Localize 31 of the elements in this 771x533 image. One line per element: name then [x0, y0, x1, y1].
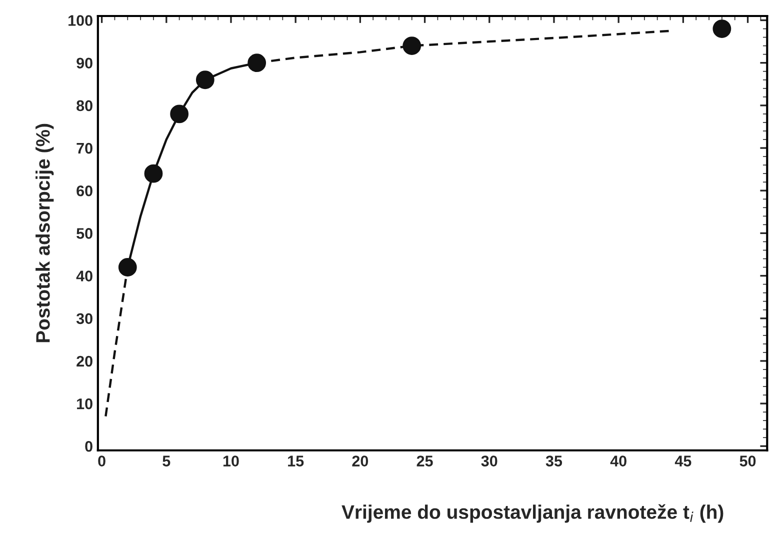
x-axis-title: Vrijeme do uspostavljanja ravnoteže t$_{i}$ (h): [342, 504, 724, 523]
point: [248, 54, 266, 72]
y-tick-label: 40: [76, 270, 92, 282]
x-tick-label: 40: [610, 456, 626, 466]
y-tick-label: 20: [76, 356, 92, 367]
x-tick-label: 5: [162, 456, 170, 466]
y-tick-label: 70: [76, 142, 92, 154]
y-tick-label: 80: [76, 100, 92, 112]
point: [170, 104, 189, 124]
y-tick-label: 0: [85, 440, 92, 452]
x-tick-label: 10: [223, 456, 239, 466]
x-tick-label: 15: [288, 456, 304, 466]
x-tick-label: 35: [546, 456, 562, 466]
y-tick-label: 100: [68, 15, 92, 26]
x-tick-label: 45: [674, 456, 692, 466]
x-tick-label: 0: [98, 456, 106, 466]
x-tick-label: 25: [416, 456, 433, 466]
point: [144, 164, 163, 183]
point: [402, 36, 422, 55]
x-tick-label: 50: [740, 456, 756, 466]
y-tick-label: 50: [76, 228, 92, 239]
y-tick-label: 30: [76, 313, 92, 324]
x-tick-label: 30: [481, 456, 498, 466]
x-tick-label: 20: [352, 456, 368, 466]
y-tick-label: 60: [76, 185, 92, 196]
point: [118, 258, 137, 276]
y-tick-label: 90: [76, 58, 92, 69]
point: [712, 20, 732, 38]
y-tick-label: 10: [77, 398, 92, 410]
point: [196, 70, 214, 90]
y-axis-title: Postotak adsorpcije (%): [36, 124, 54, 342]
